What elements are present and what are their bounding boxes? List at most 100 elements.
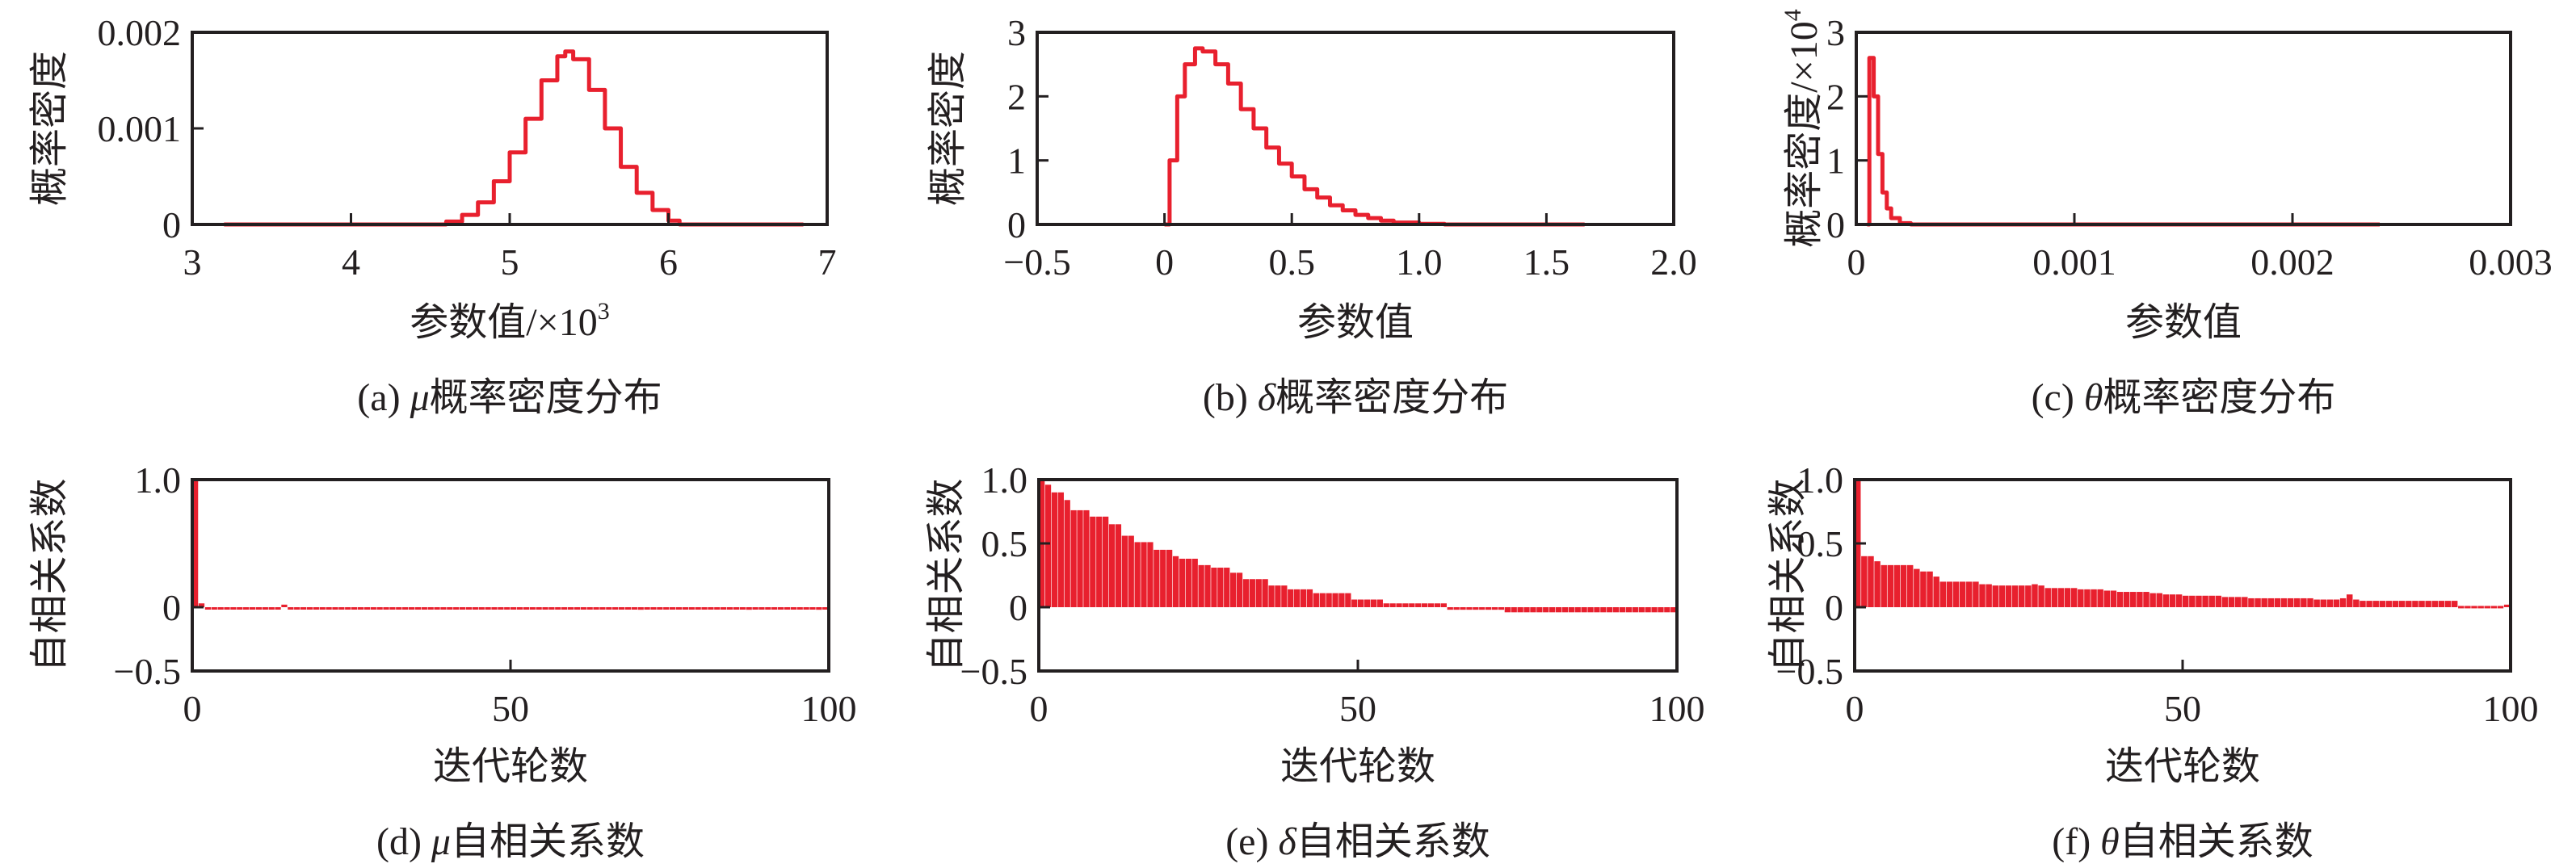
acf-bar [249,607,256,610]
acf-bar [300,607,307,610]
acf-bar [803,607,809,610]
acf-bar [1415,603,1422,607]
acf-bar [1160,549,1166,607]
acf-bar [663,607,670,610]
acf-bar [224,607,230,610]
acf-bar [733,607,740,610]
acf-bar [414,607,422,610]
acf-bar [1064,500,1070,607]
acf-bar [1568,607,1574,613]
acf-bar [2215,595,2222,607]
y-tick-label: 1.0 [135,459,182,501]
acf-bar [1115,524,1122,607]
subplot-c: 0 0.001 0.002 0.003 0 1 2 3 参数值 概率密度/×104 (c) θ概率密… [1780,9,2553,419]
acf-bar [2497,606,2504,609]
acf-bar [2379,601,2386,607]
acf-bar [332,607,338,610]
acf-bar [548,607,555,610]
acf-bar [2183,595,2189,607]
acf-bar [2234,597,2242,607]
acf-bar [1861,556,1868,607]
acf-bar [2313,599,2320,607]
acf-bar [453,607,460,610]
acf-bar [217,607,224,610]
y-tick-label: 0 [1007,204,1026,245]
acf-bar [2228,597,2235,607]
x-tick-label: −0.5 [1003,241,1070,283]
acf-bar [695,607,701,610]
acf-bar [376,607,383,610]
x-tick-label: 7 [818,241,837,283]
acf-bar [427,607,434,610]
acf-bar [2280,598,2288,607]
acf-bar [1959,581,1966,607]
acf-bar [2032,584,2038,607]
y-tick-label: 1.0 [1797,459,1844,501]
acf-bar [1946,581,1953,607]
acf-bar [624,607,632,610]
acf-bar [2366,601,2372,607]
acf-bar [389,607,396,610]
acf-bar [1491,607,1498,610]
acf-bar [345,607,351,610]
acf-bar [644,607,650,610]
acf-bar [1973,581,1979,607]
acf-bar [459,607,466,610]
acf-bar [1230,572,1237,607]
acf-bar [637,607,644,610]
x-tick-label: 100 [801,688,857,729]
acf-bar [574,607,581,610]
acf-bar [1147,542,1154,607]
axes-frame [1036,31,1675,226]
acf-bar [714,607,721,610]
y-tick-label: 1 [1826,140,1845,182]
acf-bar [1632,607,1638,613]
x-tick-label: 0 [1846,688,1864,729]
acf-bar [2255,598,2261,607]
acf-bar [1479,607,1486,610]
acf-bar [1255,579,1262,607]
acf-bar [1447,607,1453,610]
acf-bar [516,607,523,610]
acf-bar [2326,599,2334,607]
acf-bar [447,607,453,610]
acf-bar [1868,556,1874,607]
acf-bar [281,604,288,607]
acf-bar [1172,556,1179,607]
acf-bar [1422,603,1428,607]
acf-bar [2465,606,2471,609]
acf-bar [1927,571,1933,607]
x-tick-label: 100 [1649,688,1705,729]
acf-bar [2412,601,2418,607]
acf-bar [2360,601,2366,607]
acf-bar [1268,585,1275,607]
x-tick-label: 1.0 [1396,241,1443,283]
acf-bar [351,607,358,610]
x-tick-label: 50 [1339,688,1376,729]
acf-bar [739,607,746,610]
acf-bar [529,607,536,610]
acf-bar [1625,607,1633,613]
acf-bar [1345,593,1351,607]
acf-bar [759,607,765,610]
acf-bar [1992,585,1998,607]
y-tick-label: 0 [162,587,181,628]
x-tick-label: 5 [501,241,519,283]
acf-bar [262,607,268,610]
axes-frame [191,478,830,673]
x-tick-label: 1.5 [1523,241,1570,283]
acf-bar [1498,607,1505,610]
acf-bar [1300,589,1307,607]
acf-bar [1051,492,1058,607]
acf-bar [2490,606,2498,609]
acf-bar [1103,516,1109,607]
acf-bar [1332,593,1338,607]
x-tick-label: 0 [183,688,202,729]
y-axis-label: 自相关系数 [925,478,968,672]
acf-bar [1530,607,1536,613]
acf-bar [2175,594,2183,607]
acf-bar [1887,564,1894,607]
acf-bar [2005,585,2012,607]
acf-bar [2078,589,2084,607]
